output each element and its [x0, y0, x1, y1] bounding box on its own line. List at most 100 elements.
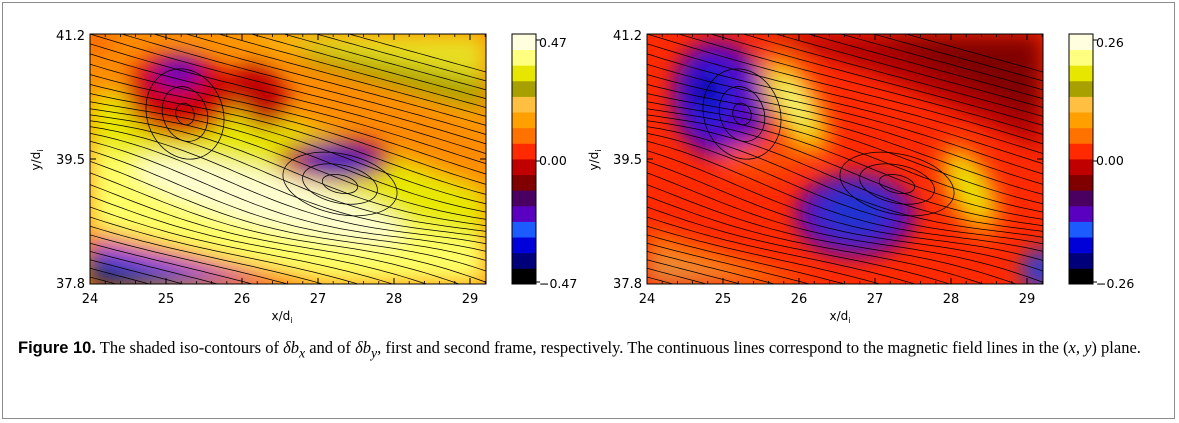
x-tick-label: 25 [715, 292, 732, 307]
figure-label: Figure 10. [18, 339, 96, 357]
axes-by [646, 33, 1043, 285]
field-line [90, 114, 486, 227]
colorbar-level [512, 252, 536, 269]
field-line [647, 195, 985, 284]
heatmap-by [647, 34, 1043, 284]
colorbar-max-bx: 0.47 [539, 35, 567, 50]
colorbar-level [1069, 80, 1093, 97]
field-line [647, 206, 951, 284]
field-line [90, 74, 486, 185]
x-tick-label: 28 [943, 292, 960, 307]
field-line [90, 132, 486, 245]
field-line [90, 43, 486, 154]
colorbar-level [512, 65, 536, 82]
field-line [806, 34, 1043, 100]
field-line [90, 225, 325, 284]
x-tick-labels-by: 24 25 26 27 28 29 [639, 292, 1036, 307]
figure-caption: Figure 10. The shaded iso-contours of δb… [18, 338, 1141, 361]
colorbar-level [1069, 221, 1093, 238]
y-tick-label: 41.2 [613, 29, 642, 44]
field-line [647, 120, 1043, 232]
field-line [709, 34, 1043, 126]
x-tick-label: 28 [386, 292, 403, 307]
colorbar-level [1069, 49, 1093, 66]
x-axis-label-bx: x/di [272, 309, 293, 325]
y-axis-label-bx: y/di [29, 150, 45, 171]
y-axis-label-by: y/di [587, 150, 603, 171]
colorbar-level [1069, 143, 1093, 160]
panel-right: 24 25 26 27 28 29 x/di 37.8 39.5 41.2 y/… [587, 29, 1134, 325]
field-line [647, 251, 776, 284]
colorbar-level [512, 205, 536, 222]
x-tick-label: 27 [867, 292, 884, 307]
colorbar-level [512, 80, 536, 97]
field-line [120, 34, 486, 135]
field-line [90, 108, 486, 220]
field-line [90, 160, 486, 272]
colorbar-level [512, 159, 536, 176]
colorbar-level [512, 221, 536, 238]
field-line [217, 34, 486, 108]
x-tick-label: 26 [234, 292, 251, 307]
field-lines-by [647, 34, 1043, 284]
magnetic-island [282, 151, 398, 217]
field-line [90, 84, 486, 195]
field-line [647, 93, 1043, 205]
field-line [90, 172, 486, 283]
axes-bx [89, 33, 486, 285]
x-tick-labels-bx: 24 25 26 27 28 29 [82, 292, 479, 307]
field-line [90, 53, 486, 165]
field-line [90, 242, 254, 284]
field-line [90, 259, 185, 284]
field-line [839, 34, 1043, 91]
field-lines-bx [90, 34, 486, 284]
y-tick-label: 37.8 [56, 277, 85, 292]
figure-plots: 24 25 26 27 28 29 x/di 37.8 39.5 41.2 y/… [29, 29, 1134, 325]
y-tick-label: 39.5 [613, 153, 642, 168]
colorbar-level [1069, 190, 1093, 207]
magnetic-island [302, 163, 378, 205]
colorbar-level [512, 112, 536, 129]
colorbar-max-by: 0.26 [1096, 35, 1124, 50]
field-line [90, 101, 486, 213]
magnetic-island [175, 102, 195, 126]
field-line [904, 34, 1043, 73]
panel-left: 24 25 26 27 28 29 x/di 37.8 39.5 41.2 y/… [29, 29, 577, 325]
magnetic-island [859, 163, 935, 205]
field-line [90, 63, 486, 175]
y-tick-labels-bx: 37.8 39.5 41.2 [56, 29, 85, 292]
field-line [647, 84, 1043, 195]
field-line [90, 184, 461, 284]
colorbar-level [1069, 268, 1093, 285]
field-line [647, 63, 1043, 175]
field-line [647, 259, 742, 284]
magnetic-island [839, 151, 955, 217]
field-line [647, 132, 1043, 245]
field-line [90, 140, 486, 252]
x-tick-label: 26 [791, 292, 808, 307]
colorbar-level [1069, 65, 1093, 82]
field-line [647, 216, 917, 284]
magnetic-island [718, 86, 766, 142]
field-line [647, 114, 1043, 227]
colorbar-zero-by: 0.00 [1096, 153, 1124, 168]
magnetic-island [321, 174, 359, 194]
y-tick-label: 37.8 [613, 277, 642, 292]
field-line [90, 251, 219, 284]
colorbar-bx [511, 33, 540, 285]
colorbar-min-by: −0.26 [1096, 276, 1134, 291]
x-tick-label: 24 [639, 292, 656, 307]
field-line [184, 34, 486, 117]
field-line [647, 43, 1043, 154]
colorbar-level [512, 190, 536, 207]
x-tick-label: 27 [310, 292, 327, 307]
magnetic-island [702, 68, 782, 160]
field-line [315, 34, 486, 82]
field-line [647, 108, 1043, 220]
colorbar-level [1069, 127, 1093, 144]
colorbar-level [1069, 159, 1093, 176]
colorbar-level [512, 127, 536, 144]
field-line [677, 34, 1043, 135]
colorbar-level [512, 49, 536, 66]
field-line [647, 126, 1043, 238]
